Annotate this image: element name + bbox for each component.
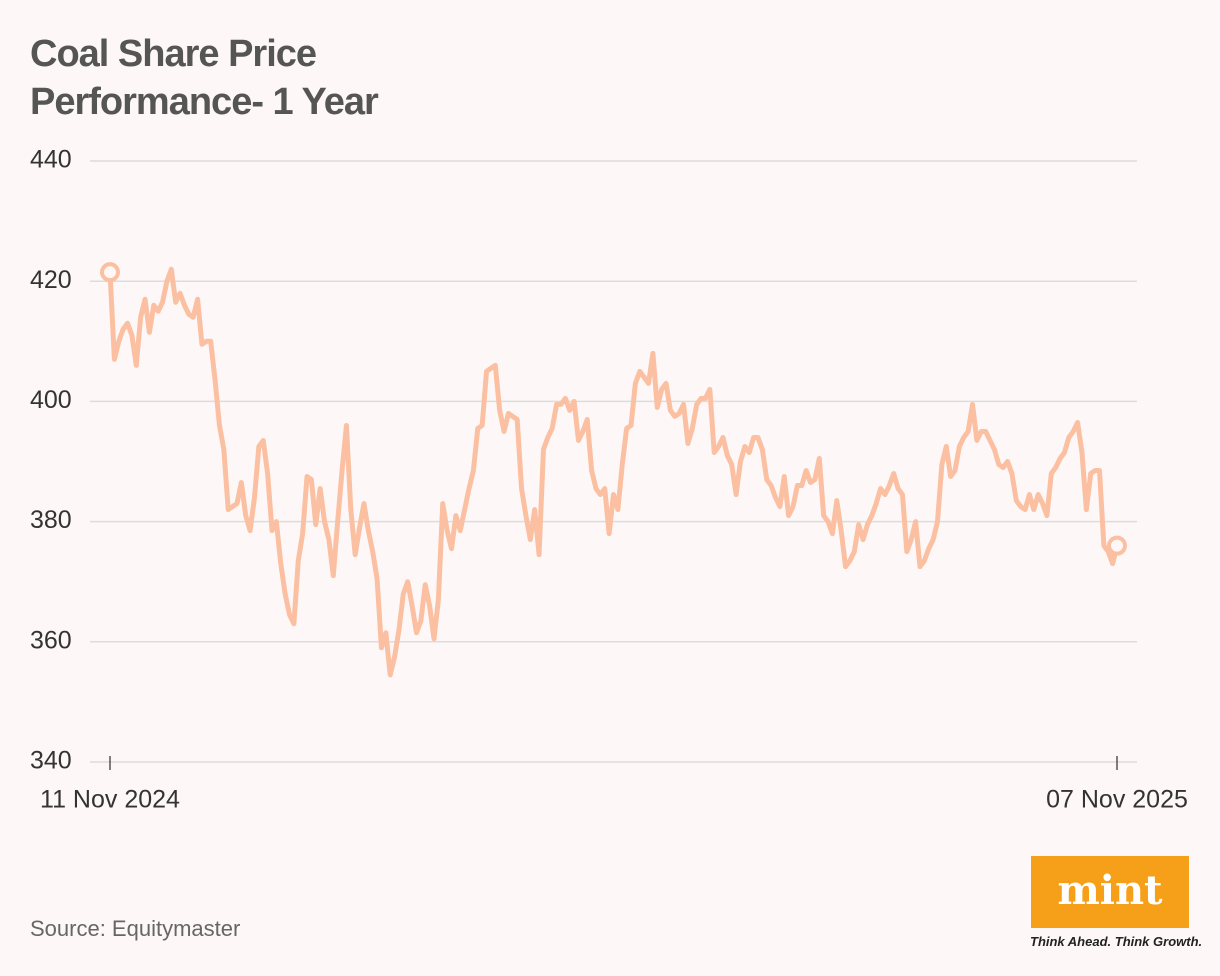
y-tick-label: 440 (30, 146, 72, 174)
logo-tagline: Think Ahead. Think Growth. (1030, 934, 1203, 949)
y-tick-label: 400 (30, 386, 72, 414)
end-marker (100, 262, 120, 283)
x-tick-label: 11 Nov 2024 (40, 786, 180, 814)
y-tick-label: 340 (30, 747, 72, 775)
source: Source: Equitymaster (30, 916, 241, 941)
end-marker (1107, 535, 1127, 556)
chart-title: Coal Share Price Performance- 1 Year (30, 33, 379, 123)
price-line (107, 266, 1120, 678)
y-tick-label: 360 (30, 626, 72, 654)
x-tick-label: 07 Nov 2025 (1046, 786, 1188, 814)
logo: mint (1031, 856, 1189, 928)
y-tick-label: 380 (30, 506, 72, 534)
y-tick-label: 420 (30, 266, 72, 294)
